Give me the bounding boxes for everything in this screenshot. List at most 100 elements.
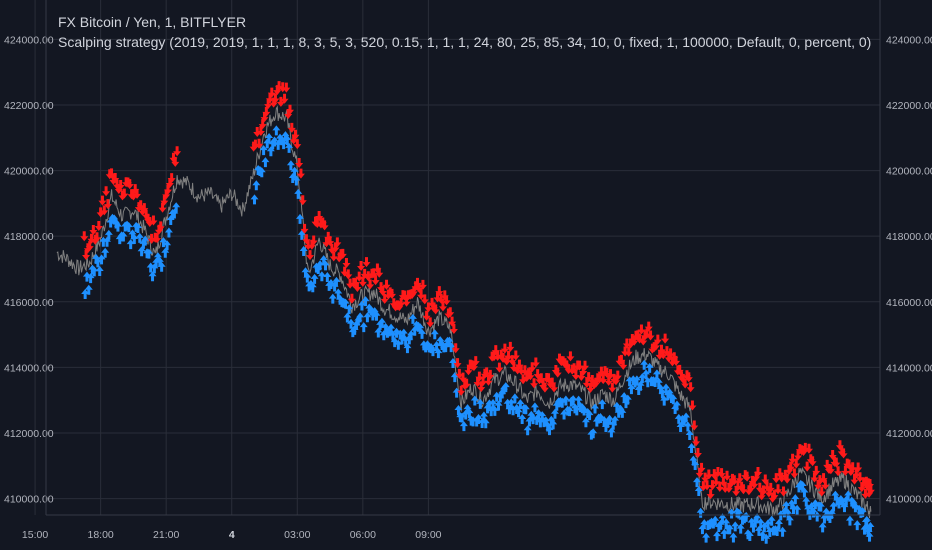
short-signal-marker xyxy=(335,252,344,263)
long-signal-marker xyxy=(642,369,651,380)
gridlines xyxy=(34,0,880,515)
short-signal-marker xyxy=(571,370,580,381)
short-signal-marker xyxy=(355,271,364,282)
long-signal-marker xyxy=(356,312,365,323)
short-signal-marker xyxy=(746,482,755,493)
short-signal-marker xyxy=(786,461,795,472)
short-signal-marker xyxy=(291,129,300,140)
long-signal-marker xyxy=(82,271,91,282)
short-signal-marker xyxy=(646,330,655,341)
long-signal-marker xyxy=(153,252,162,263)
short-signal-marker xyxy=(752,471,761,482)
short-signal-marker xyxy=(531,357,540,368)
short-signal-marker xyxy=(371,275,380,286)
y-tick-label-right: 414000.00 xyxy=(886,362,932,374)
long-signal-marker xyxy=(259,145,268,156)
long-signal-marker xyxy=(133,222,142,233)
short-signal-marker xyxy=(777,472,786,483)
long-signal-marker xyxy=(718,513,727,524)
long-signal-marker xyxy=(849,498,858,509)
long-signal-marker xyxy=(527,410,536,421)
long-signal-marker xyxy=(458,412,467,423)
long-signal-marker xyxy=(565,406,574,417)
long-signal-marker xyxy=(321,260,330,271)
long-signal-marker xyxy=(470,395,479,406)
short-signal-marker xyxy=(575,360,584,371)
short-signal-marker xyxy=(269,97,278,108)
long-signal-marker xyxy=(545,425,554,436)
short-signal-marker xyxy=(342,258,351,269)
short-signal-marker xyxy=(655,349,664,360)
long-signal-marker xyxy=(367,305,376,316)
short-signal-marker xyxy=(103,199,112,210)
long-signal-marker xyxy=(745,530,754,541)
short-signal-marker xyxy=(153,233,162,244)
short-signal-marker xyxy=(256,125,265,136)
short-signal-marker xyxy=(586,382,595,393)
short-signal-marker xyxy=(309,235,318,246)
long-signal-marker xyxy=(689,455,698,466)
long-signal-marker xyxy=(764,519,773,530)
short-signal-marker xyxy=(814,479,823,490)
short-signal-marker xyxy=(757,490,766,501)
long-signal-marker xyxy=(510,393,519,404)
long-signal-marker xyxy=(521,404,530,415)
long-signal-marker xyxy=(784,508,793,519)
short-signal-marker xyxy=(358,276,367,287)
short-signal-marker xyxy=(424,302,433,313)
long-signal-marker xyxy=(445,336,454,347)
short-signal-marker xyxy=(664,352,673,363)
short-signal-marker xyxy=(619,359,628,370)
long-signal-marker xyxy=(332,276,341,287)
long-signal-marker xyxy=(514,407,523,418)
short-signal-marker xyxy=(80,231,89,242)
long-signal-marker xyxy=(394,339,403,350)
signal-markers xyxy=(80,81,875,544)
short-signal-marker xyxy=(326,236,335,247)
long-signal-marker xyxy=(279,139,288,150)
short-signal-marker xyxy=(378,286,387,297)
short-signal-marker xyxy=(96,207,105,218)
long-signal-marker xyxy=(146,262,155,273)
short-signal-marker xyxy=(477,382,486,393)
long-signal-marker xyxy=(454,404,463,415)
long-signal-marker xyxy=(377,317,386,328)
long-signal-marker xyxy=(95,265,104,276)
long-signal-marker xyxy=(682,412,691,423)
long-signal-marker xyxy=(534,409,543,420)
short-signal-marker xyxy=(94,220,103,231)
long-signal-marker xyxy=(581,417,590,428)
short-signal-marker xyxy=(672,355,681,366)
long-signal-marker xyxy=(359,322,368,333)
short-signal-marker xyxy=(475,371,484,382)
long-signal-marker xyxy=(793,504,802,515)
long-signal-marker xyxy=(257,167,266,178)
short-signal-marker xyxy=(668,356,677,367)
long-signal-marker xyxy=(523,425,532,436)
short-signal-marker xyxy=(803,461,812,472)
long-signal-marker xyxy=(92,253,101,264)
short-signal-marker xyxy=(591,377,600,388)
long-signal-marker xyxy=(387,323,396,334)
long-signal-marker xyxy=(334,288,343,299)
long-signal-marker xyxy=(785,515,794,526)
short-signal-marker xyxy=(162,189,171,200)
long-signal-marker xyxy=(612,401,621,412)
short-signal-marker xyxy=(577,371,586,382)
long-signal-marker xyxy=(86,273,95,284)
long-signal-marker xyxy=(159,237,168,248)
short-signal-marker xyxy=(661,333,670,344)
y-tick-label-right: 420000.00 xyxy=(886,166,932,178)
y-tick-label-left: 412000.00 xyxy=(4,428,54,440)
long-signal-marker xyxy=(731,521,740,532)
long-signal-marker xyxy=(851,502,860,513)
long-signal-marker xyxy=(272,125,281,136)
short-signal-marker xyxy=(715,481,724,492)
short-signal-marker xyxy=(286,104,295,115)
long-signal-marker xyxy=(416,323,425,334)
long-signal-marker xyxy=(734,508,743,519)
short-signal-marker xyxy=(116,180,125,191)
long-signal-marker xyxy=(361,296,370,307)
short-signal-marker xyxy=(637,324,646,335)
